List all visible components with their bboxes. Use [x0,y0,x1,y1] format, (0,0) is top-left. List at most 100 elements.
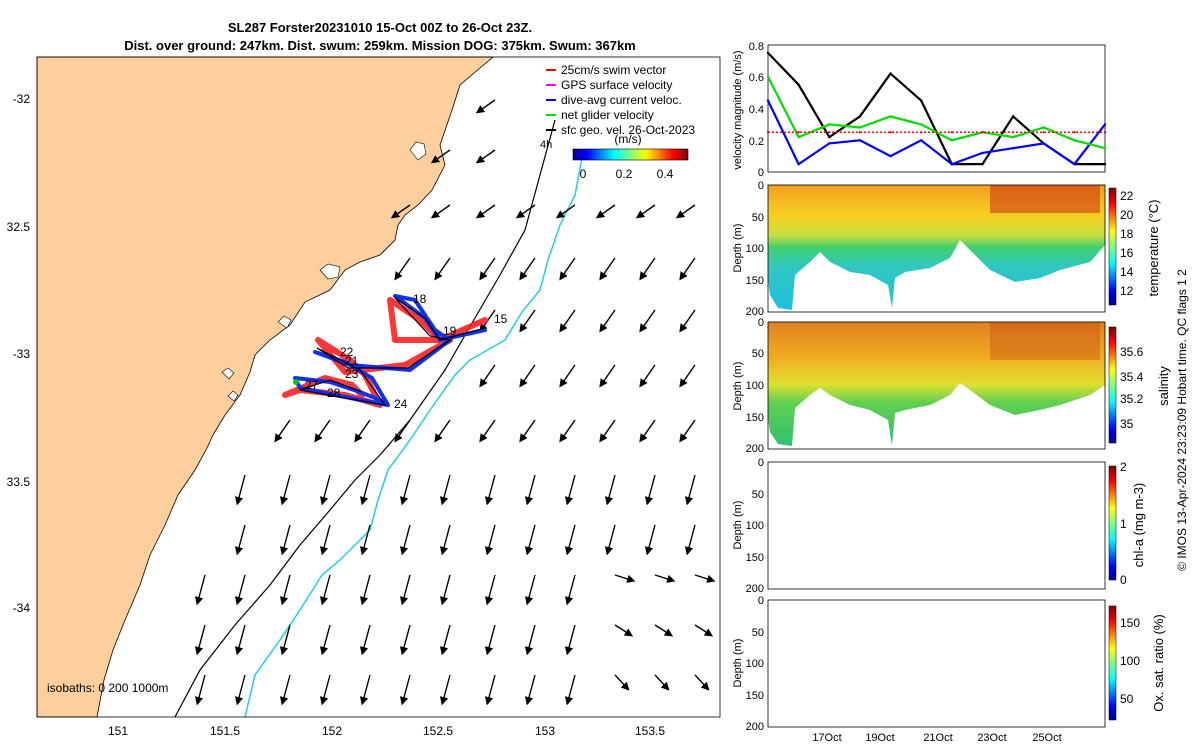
ox-y-tick: 100 [746,658,764,670]
chla-cbar-tick: 2 [1120,460,1127,474]
current-vector-arrow [639,257,656,281]
current-vector-arrow [475,149,496,164]
map-x-axis: 151 151.5 152 152.5 153 153.5 [108,724,665,738]
sal-y-tick: 50 [752,348,764,360]
current-vector-arrow [559,309,576,333]
salinity-panel: 0 50 100 150 200 Depth (m) 35.6 35.4 35.… [732,317,1171,455]
velocity-data-point [1103,147,1107,150]
chla-colorbar [1108,465,1117,581]
track-blue [293,294,487,407]
temperature-frame [767,184,1106,313]
velocity-data-point [766,75,770,79]
current-vector-arrow [434,257,451,281]
current-vector-arrow [694,624,714,637]
map-cbar-tick: 0.4 [657,167,674,181]
salinity-ylabel: Depth (m) [732,362,744,411]
velocity-data-point [1103,162,1107,166]
isobath-200m [174,119,556,718]
map-x-tick: 151.5 [210,724,240,738]
map-frame [36,56,721,718]
current-vector-arrow [319,574,331,606]
map-y-tick: -34 [13,601,31,615]
legend-label: dive-avg current veloc. [561,93,682,107]
figure-title-line1: SL287 Forster20231010 15-Oct 00Z to 26-O… [227,20,533,35]
velocity-y-tick: 0.6 [749,72,764,84]
map-y-tick: -32 [13,92,31,106]
velocity-data-point [1011,131,1015,134]
current-vector-arrow [234,674,246,706]
salinity-cbar-label: salinity [1156,366,1171,406]
current-vector-arrow [564,674,576,706]
current-vector-arrow [679,309,696,333]
track-day-label: 21 [345,354,359,368]
velocity-data-point [950,131,953,134]
current-vector-arrow [519,257,536,281]
current-vector-arrow [599,257,616,281]
oxygen-cbar-label: Ox. sat. ratio (%) [1151,614,1166,712]
current-vector-arrow [484,474,496,506]
temp-cbar-tick: 22 [1120,189,1134,203]
velocity-data-point [1042,126,1045,129]
current-vector-arrow [484,674,496,706]
current-vector-arrow [359,574,371,606]
velocity-data-point [766,51,770,55]
map-land [36,56,495,718]
salinity-y-axis: 0 50 100 150 200 [746,317,764,455]
track-start-marker [293,379,299,385]
sal-y-tick: 200 [746,443,764,455]
current-vector-arrow [234,524,246,556]
current-vector-arrow [559,257,576,281]
current-vector-arrow [234,474,246,506]
current-vector-arrow [644,474,656,506]
sal-y-tick: 150 [746,412,764,424]
current-vector-arrow [614,574,636,583]
time-x-tick: 17Oct [812,732,841,744]
velocity-data-point [920,99,923,102]
legend-label: sfc geo. vel. 26-Oct-2023 [561,123,695,137]
current-vector-arrow [524,574,536,606]
velocity-data-point [828,142,831,145]
current-vector-arrow [639,419,656,443]
current-vector-arrow [194,574,206,606]
current-vector-arrow [439,624,451,656]
isobath-1000m [244,157,583,718]
velocity-panel: 0 0.2 0.4 0.6 0.8 velocity magnitude (m/… [732,41,1107,179]
velocity-data-point [950,162,953,166]
chla-y-tick: 0 [758,457,764,469]
velocity-data-point [828,131,831,134]
current-vector-arrow [654,624,674,637]
oxygen-ylabel: Depth (m) [732,639,744,688]
ox-y-tick: 150 [746,690,764,702]
chla-cbar-tick: 1 [1120,517,1127,531]
chla-panel: 0 50 100 150 200 Depth (m) 2 1 0 chl-a (… [732,457,1146,595]
ox-cbar-tick: 50 [1120,692,1134,706]
chla-cbar-ticks: 2 1 0 [1120,460,1127,587]
current-vector-arrow [279,474,291,506]
current-vector-arrow [524,674,536,706]
oxygen-frame [767,599,1106,728]
velocity-data-point [1011,115,1015,118]
track-day-label: 15 [494,312,508,326]
isobaths-label: isobaths: 0 200 1000m [47,681,168,695]
velocity-data-point [1011,135,1015,139]
temperature-warm-patch [990,185,1100,213]
velocity-data-point [797,83,800,86]
temp-y-tick: 50 [752,212,764,224]
velocity-y-tick: 0 [758,167,764,179]
oxygen-cbar-ticks: 150 100 50 [1120,616,1140,706]
velocity-data-point [797,135,800,139]
current-vector-arrow [675,204,696,219]
current-vector-field [194,99,716,706]
map-x-tick: 152.5 [423,724,453,738]
current-vector-arrow [604,474,616,506]
map-colorbar-bar [572,148,689,161]
temp-cbar-tick: 18 [1120,227,1134,241]
current-vector-arrow [654,674,670,691]
current-vector-arrow [394,419,411,443]
temperature-cbar-label: temperature (°C) [1146,200,1161,297]
current-vector-arrow [194,624,206,656]
current-vector-arrow [635,204,656,219]
